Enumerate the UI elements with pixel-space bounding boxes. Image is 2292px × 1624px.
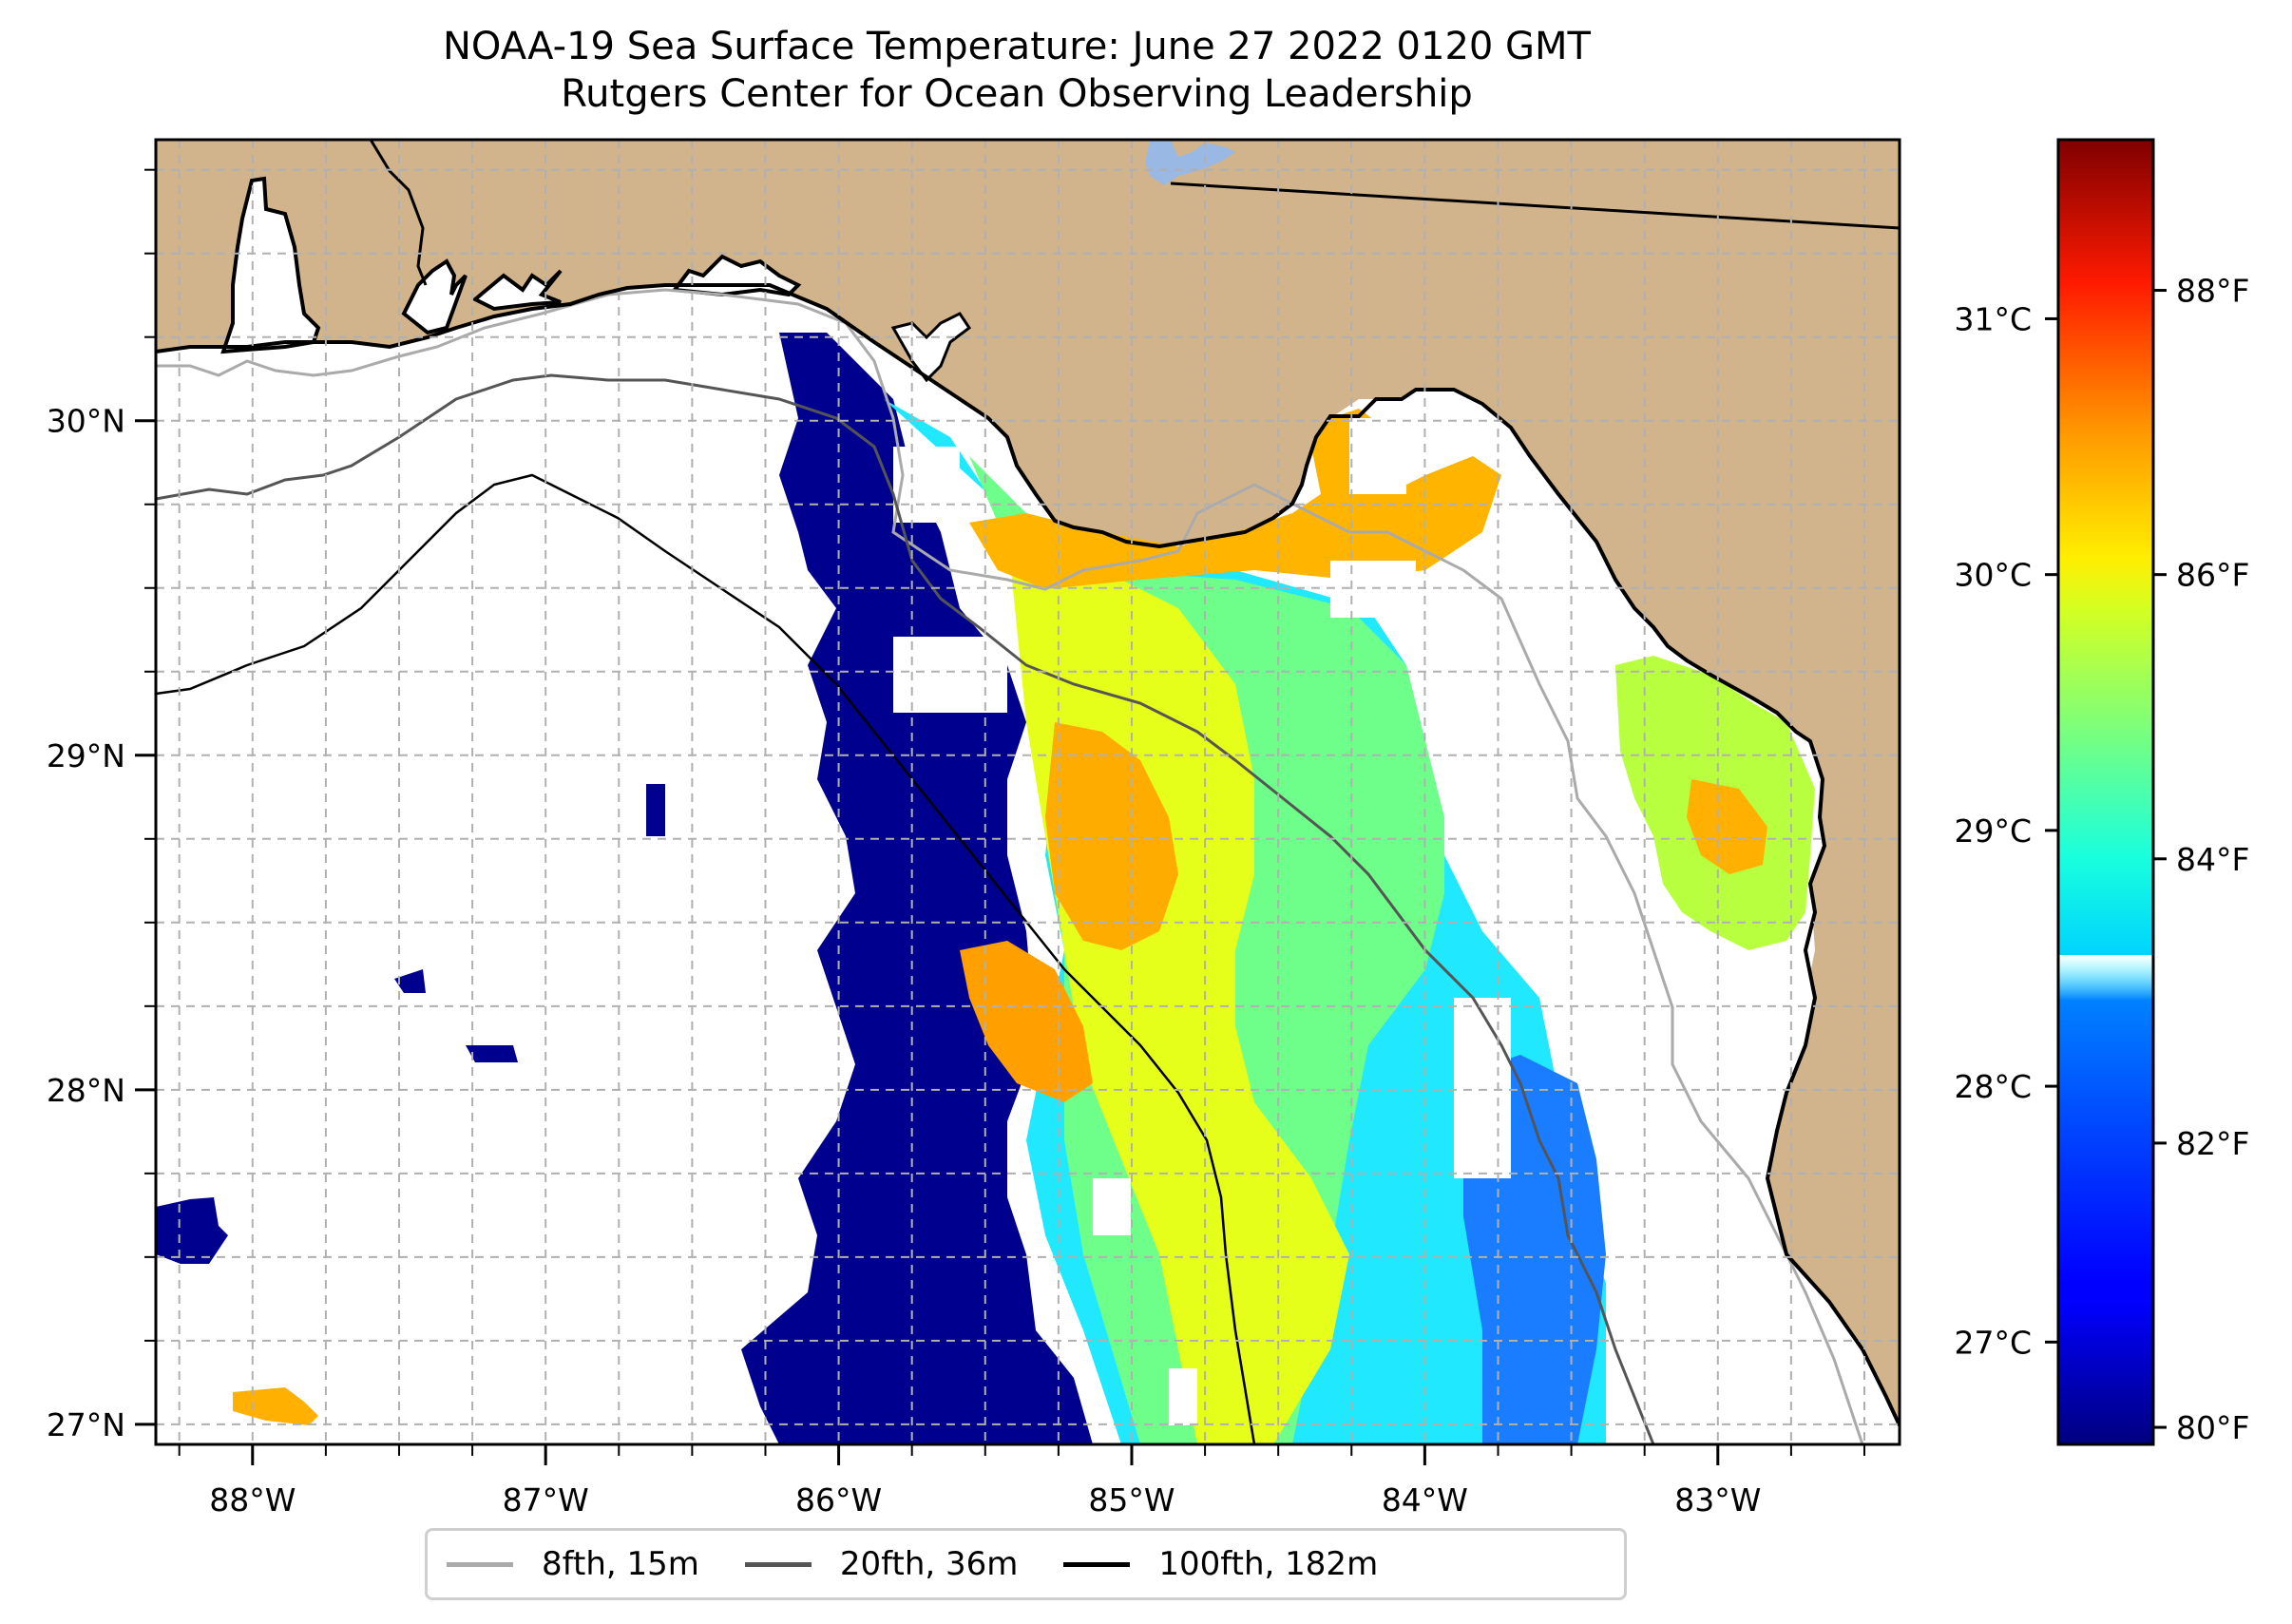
sst-patch-warm-south <box>960 941 1093 1102</box>
colorbar-label-c: 29°C <box>1954 812 2032 850</box>
legend-item-8fth: 8fth, 15m <box>447 1545 699 1583</box>
sst-patch-west-blob-4 <box>466 1045 518 1062</box>
lon-tick-label: 84°W <box>1382 1481 1468 1519</box>
lon-tick-label: 85°W <box>1088 1481 1175 1519</box>
colorbar-label-c: 31°C <box>1954 300 2032 337</box>
isobath-100fth-182m <box>156 473 1256 1444</box>
isobath-8fth-15m <box>156 288 1864 1444</box>
map-subtitle: Rutgers Center for Ocean Observing Leade… <box>561 72 1473 116</box>
lat-tick-label: 29°N <box>47 737 125 774</box>
sst-patch-west-blob-1 <box>156 1197 228 1264</box>
colorbar-label-f: 82°F <box>2176 1125 2249 1162</box>
pensacola-bay <box>401 258 468 335</box>
lon-tick-label: 86°W <box>795 1481 882 1519</box>
map-title: NOAA-19 Sea Surface Temperature: June 27… <box>442 25 1591 68</box>
big-bend-coast <box>1330 392 1900 1444</box>
choctawhatchee-bay <box>471 269 563 312</box>
legend-label-100fth: 100fth, 182m <box>1158 1545 1379 1583</box>
sst-patch-deep-blue-west <box>741 333 1093 1444</box>
map-axes: 88°W 87°W 86°W 85°W 84°W 83°W 27°N 28°N 29°N 30°N <box>47 168 1865 1519</box>
lat-tick-label: 27°N <box>47 1406 125 1443</box>
lon-tick-label: 87°W <box>503 1481 589 1519</box>
sst-patch-west-blob-2 <box>233 1387 318 1425</box>
map-plot-area <box>156 140 1900 1444</box>
sst-patch-west-blob-5 <box>646 784 665 836</box>
legend-swatch-100fth <box>1063 1561 1131 1567</box>
state-border-line <box>1170 182 1900 230</box>
lat-tick-label: 30°N <box>47 403 125 440</box>
isobath-20fth-36m <box>156 373 1655 1444</box>
colorbar-label-c: 27°C <box>1954 1324 2032 1361</box>
legend-swatch-8fth <box>447 1561 513 1567</box>
map-frame <box>154 138 1901 1446</box>
coastline-river-upper <box>369 140 428 286</box>
sst-data-layer <box>156 333 1815 1444</box>
lon-tick-label: 83°W <box>1674 1481 1761 1519</box>
lon-tick-label: 88°W <box>209 1481 296 1519</box>
colorbar-label-f: 86°F <box>2176 557 2249 594</box>
lake-seminole <box>1145 141 1235 185</box>
colorbar-label-f: 80°F <box>2176 1409 2249 1446</box>
colorbar-ticks: 27°C 28°C 29°C 30°C 31°C 80°F 82°F 84°F 86°F 88°F <box>1954 273 2249 1447</box>
land-mass <box>156 140 1900 1425</box>
legend-item-100fth: 100fth, 182m <box>1063 1545 1378 1583</box>
colorbar-label-f: 88°F <box>2176 273 2249 310</box>
legend-label-8fth: 8fth, 15m <box>542 1545 699 1583</box>
legend-label-20fth: 20fth, 36m <box>839 1545 1019 1583</box>
colorbar-label-c: 30°C <box>1954 557 2032 594</box>
legend-item-20fth: 20fth, 36m <box>744 1545 1019 1583</box>
colorbar-label-c: 28°C <box>1954 1068 2032 1105</box>
cloud-gaps <box>893 418 1539 1425</box>
isobath-legend: 8fth, 15m 20fth, 36m 100fth, 182m <box>425 1528 1627 1600</box>
map-gridlines <box>156 140 1900 1444</box>
lat-tick-label: 28°N <box>47 1072 125 1109</box>
coastline <box>156 283 1900 1426</box>
sst-patch-warm-core <box>1045 722 1178 950</box>
sst-patch-west-blob-3 <box>394 969 426 993</box>
legend-swatch-20fth <box>744 1561 812 1567</box>
colorbar-label-f: 84°F <box>2176 841 2249 878</box>
colorbar <box>2056 138 2155 1446</box>
sst-patch-cedar-key-core <box>1687 779 1767 874</box>
